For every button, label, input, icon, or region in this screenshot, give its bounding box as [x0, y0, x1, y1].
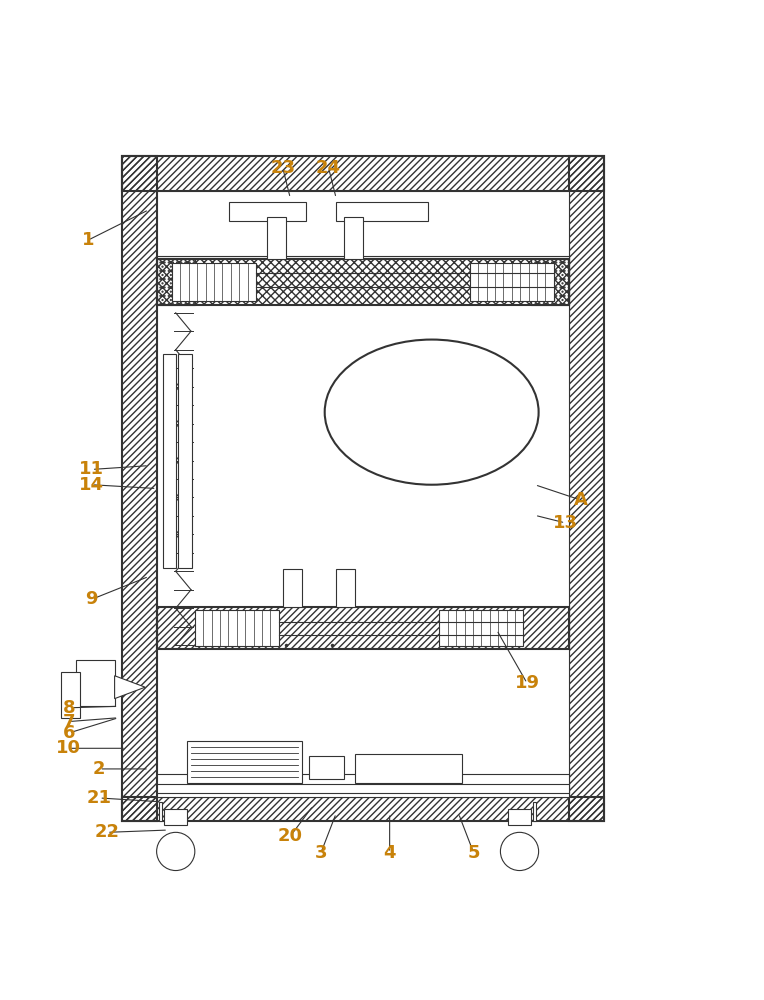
Bar — [157, 607, 569, 649]
Text: 20: 20 — [278, 827, 303, 845]
Text: 9: 9 — [86, 590, 98, 608]
Bar — [76, 660, 115, 706]
Bar — [157, 191, 569, 797]
Text: 23: 23 — [270, 159, 295, 177]
Circle shape — [157, 832, 195, 871]
Bar — [309, 756, 344, 779]
Bar — [157, 259, 569, 305]
Bar — [163, 354, 176, 568]
Bar — [229, 202, 306, 221]
Bar — [267, 217, 286, 259]
Bar — [344, 217, 363, 259]
Text: 22: 22 — [95, 823, 119, 841]
Bar — [355, 754, 462, 783]
Text: 3: 3 — [315, 844, 327, 862]
Bar — [195, 610, 279, 646]
Bar — [122, 156, 157, 821]
Bar — [283, 569, 302, 607]
Bar — [508, 809, 531, 825]
Text: 13: 13 — [553, 514, 578, 532]
Text: 8: 8 — [63, 699, 75, 717]
Bar — [164, 809, 187, 825]
Bar — [122, 156, 604, 191]
Text: 21: 21 — [87, 789, 112, 807]
Bar — [531, 259, 569, 305]
Text: 1: 1 — [82, 231, 94, 249]
Circle shape — [500, 832, 539, 871]
Bar — [569, 156, 604, 821]
Text: 24: 24 — [316, 159, 341, 177]
Text: 5: 5 — [468, 844, 480, 862]
Bar — [61, 672, 80, 718]
Text: 14: 14 — [79, 476, 104, 494]
Text: 2: 2 — [93, 760, 105, 778]
Bar — [172, 263, 256, 301]
Text: 11: 11 — [79, 460, 104, 478]
Polygon shape — [115, 676, 145, 699]
Bar — [157, 259, 195, 305]
Text: 10: 10 — [57, 739, 81, 757]
Text: 19: 19 — [515, 674, 539, 692]
Bar — [533, 802, 536, 821]
Bar — [157, 784, 569, 793]
Text: 7: 7 — [63, 713, 75, 731]
Bar — [336, 569, 355, 607]
Bar — [122, 797, 604, 821]
Text: 6: 6 — [63, 724, 75, 742]
Bar — [336, 202, 428, 221]
Bar — [439, 610, 523, 646]
Bar — [159, 802, 162, 821]
Bar — [470, 263, 554, 301]
Text: 4: 4 — [384, 844, 396, 862]
Text: A: A — [574, 491, 588, 509]
Bar — [178, 354, 192, 568]
Bar — [187, 741, 302, 783]
